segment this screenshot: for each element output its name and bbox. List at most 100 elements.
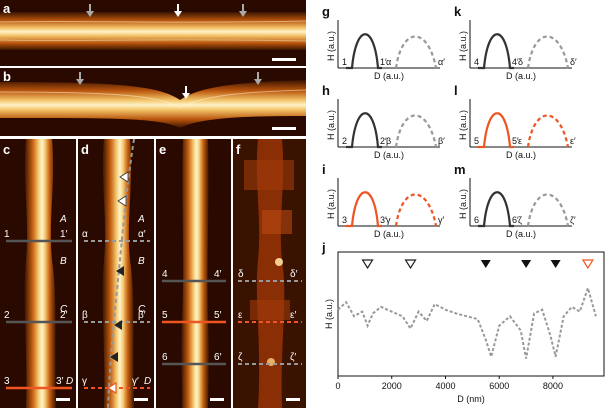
profile-solid-4 (478, 33, 514, 70)
svg-text:6′: 6′ (214, 352, 222, 363)
height-profile-line (337, 284, 597, 361)
panel-label-l: l (454, 83, 458, 98)
plot-frame (337, 251, 605, 377)
label-start: δ (518, 57, 523, 67)
label-start: β (386, 136, 391, 146)
svg-text:ζ: ζ (238, 352, 243, 363)
x-tick-label: 0 (335, 381, 340, 391)
panel-e: 4 4′ 5 5′ 6 6′ e (156, 139, 231, 408)
x-axis-label: D (a.u.) (506, 229, 536, 239)
y-axis-label: H (a.u.) (458, 189, 468, 219)
label-start: 5 (474, 136, 479, 146)
panel-label-k: k (454, 4, 462, 19)
label-end: 3′ (380, 215, 387, 225)
y-axis-label: H (a.u.) (326, 31, 336, 61)
x-axis-label: D (a.u.) (374, 71, 404, 81)
profile-dashed-γ (394, 193, 438, 227)
triangle-open-icon (361, 259, 374, 270)
triangle-open-icon (119, 171, 129, 183)
y-axis-label: H (a.u.) (326, 110, 336, 140)
svg-text:ε: ε (238, 310, 243, 321)
profile-panels: g H (a.u.) D (a.u.) 1 1′ α α′ h H (a.u.) D (a.u.)… (322, 4, 577, 239)
panel-label-f: f (236, 142, 241, 157)
profile-dashed-δ (526, 35, 570, 69)
panel-label-b: b (3, 69, 11, 84)
scale-bar (56, 398, 70, 401)
svg-text:B: B (60, 256, 67, 267)
svg-text:C: C (138, 304, 146, 315)
svg-text:δ: δ (238, 269, 244, 280)
profile-panel-m: m H (a.u.) D (a.u.) 6 6′ ζ ζ′ (454, 162, 576, 239)
profile-solid-5 (478, 112, 514, 149)
arrow-icon (239, 11, 247, 17)
svg-text:α: α (82, 229, 88, 240)
svg-text:A: A (137, 214, 145, 225)
svg-text:ζ′: ζ′ (290, 352, 296, 363)
x-axis-label: D (a.u.) (374, 150, 404, 160)
label-end: γ′ (438, 215, 445, 225)
scale-bar (134, 398, 148, 401)
label-end: δ′ (570, 57, 577, 67)
y-axis-label: H (a.u.) (458, 110, 468, 140)
profile-solid-2 (346, 112, 382, 149)
panel-label-h: h (322, 83, 330, 98)
x-axis-label: D (a.u.) (506, 150, 536, 160)
profile-dashed-ε (526, 114, 570, 148)
x-axis-label: D (a.u.) (374, 229, 404, 239)
panel-d: α α′ β β′ γ γ′ A B C D d (78, 138, 154, 408)
scale-bar (272, 127, 296, 130)
triangle-filled-icon (550, 260, 561, 268)
arrow-icon (174, 11, 182, 17)
label-end: ε′ (570, 136, 576, 146)
x-tick-label: 8000 (543, 381, 563, 391)
svg-text:γ: γ (82, 376, 87, 387)
profile-solid-1 (346, 33, 382, 70)
panel-label-d: d (81, 142, 89, 157)
svg-text:1: 1 (4, 229, 10, 240)
panel-b: b (0, 68, 307, 136)
triangle-open-icon (106, 381, 117, 395)
y-axis-label: H (a.u.) (324, 299, 334, 329)
svg-text:5′: 5′ (214, 310, 222, 321)
profile-panel-i: i H (a.u.) D (a.u.) 3 3′ γ γ′ (322, 162, 445, 239)
svg-text:δ′: δ′ (290, 269, 298, 280)
label-start: 2 (342, 136, 347, 146)
x-tick-label: 6000 (489, 381, 509, 391)
profile-solid-6 (478, 191, 514, 228)
svg-text:C: C (60, 304, 68, 315)
svg-text:A: A (59, 214, 67, 225)
triangle-open-icon (581, 259, 594, 270)
panel-label-c: c (3, 142, 10, 157)
profile-panel-k: k H (a.u.) D (a.u.) 4 4′ δ δ′ (454, 4, 577, 81)
triangle-open-icon (404, 259, 417, 270)
svg-text:2′: 2′ (60, 310, 68, 321)
triangle-filled-icon (116, 266, 124, 276)
profile-panel-g: g H (a.u.) D (a.u.) 1 1′ α α′ (322, 4, 445, 81)
label-start: ζ (518, 215, 522, 225)
svg-text:3: 3 (4, 376, 10, 387)
x-tick-label: 4000 (435, 381, 455, 391)
arrow-icon (76, 79, 84, 85)
scale-bar (286, 398, 300, 401)
x-tick-label: 2000 (382, 381, 402, 391)
svg-text:5: 5 (162, 310, 168, 321)
svg-text:2: 2 (4, 310, 10, 321)
arrow-icon (182, 93, 190, 99)
profile-dashed-ζ (526, 193, 570, 227)
profile-panel-h: h H (a.u.) D (a.u.) 2 2′ β β′ (322, 83, 445, 160)
panel-c: 1 1′ 2 2′ 3 3′ A B C D c (0, 139, 76, 408)
label-end: 5′ (512, 136, 519, 146)
svg-text:6: 6 (162, 352, 168, 363)
label-start: γ (386, 215, 391, 225)
panel-f: δ δ′ ε ε′ ζ ζ′ f (233, 139, 306, 408)
svg-text:D: D (66, 376, 73, 387)
triangle-filled-icon (114, 320, 122, 330)
label-end: 4′ (512, 57, 519, 67)
panel-label-e: e (159, 142, 166, 157)
chart-j: j 0 2000 4000 6000 8000 D (nm) H (a.u.) (321, 240, 605, 404)
panel-a: a (0, 0, 307, 66)
svg-text:β′: β′ (138, 310, 146, 321)
panel-label-m: m (454, 162, 466, 177)
profile-dashed-β (394, 114, 438, 148)
